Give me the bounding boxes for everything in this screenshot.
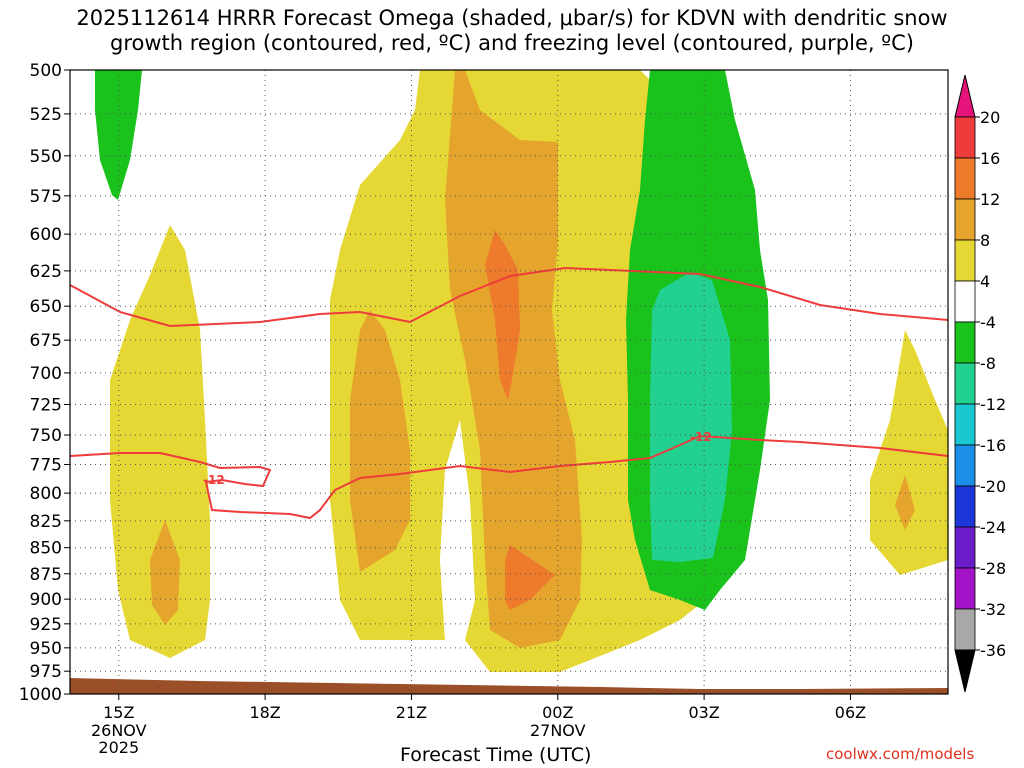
- title-line-1: 2025112614 HRRR Forecast Omega (shaded, …: [76, 6, 948, 30]
- dgz-contour-upper: [70, 266, 948, 328]
- colorbar-label-3: 8: [980, 231, 990, 250]
- colorbar-label-8: -16: [980, 436, 1006, 455]
- x-tick-label-15Z: 15Z: [103, 703, 134, 722]
- colorbar-band-1: [954, 157, 976, 200]
- y-tick-label-825: 825: [30, 512, 62, 532]
- contour-label-2: -12: [690, 430, 712, 444]
- x-tick-label-18Z: 18Z: [249, 703, 280, 722]
- y-tick-label-500: 500: [30, 61, 62, 81]
- colorbar-band-5: [954, 321, 976, 364]
- colorbar-label-2: 12: [980, 190, 1000, 209]
- colorbar-label-13: -36: [980, 641, 1006, 660]
- colorbar-label-5: -4: [980, 313, 996, 332]
- omega-shade-darkorange-2: [505, 545, 555, 610]
- x-tick-sublabel-00Z-0: 27NOV: [530, 721, 586, 740]
- x-tick-label-21Z: 21Z: [396, 703, 427, 722]
- x-tick-sublabel-15Z-1: 2025: [98, 738, 139, 757]
- y-tick-label-900: 900: [30, 590, 62, 610]
- y-tick-label-550: 550: [30, 147, 62, 167]
- colorbar: 20 16 12 8 4 -4 -8 -12 -16 -20 -24 -28 -32 -36: [954, 74, 1006, 693]
- colorbar-label-12: -32: [980, 600, 1006, 619]
- omega-shade-white-gap: [440, 420, 475, 640]
- y-tick-label-700: 700: [30, 364, 62, 384]
- y-tick-label-800: 800: [30, 484, 62, 504]
- y-tick-label-750: 750: [30, 426, 62, 446]
- terrain-fill: [70, 678, 948, 694]
- y-tick-label-675: 675: [30, 331, 62, 351]
- colorbar-label-0: 20: [980, 108, 1000, 127]
- y-tick-label-600: 600: [30, 225, 62, 245]
- y-tick-label-525: 525: [30, 105, 62, 125]
- colorbar-band-10: [954, 526, 976, 569]
- grid-lines: [70, 70, 948, 694]
- colorbar-band-4: [954, 280, 976, 323]
- colorbar-label-4: 4: [980, 272, 990, 291]
- colorbar-label-6: -8: [980, 354, 996, 373]
- colorbar-top-triangle: [954, 74, 976, 118]
- colorbar-band-12: [954, 608, 976, 651]
- x-tick-label-06Z: 06Z: [835, 703, 866, 722]
- colorbar-band-3: [954, 239, 976, 282]
- colorbar-label-7: -12: [980, 395, 1006, 414]
- colorbar-band-11: [954, 567, 976, 610]
- colorbar-label-11: -28: [980, 559, 1006, 578]
- colorbar-band-0: [954, 116, 976, 159]
- colorbar-band-2: [954, 198, 976, 241]
- contour-label-1: -12: [203, 473, 225, 487]
- y-tick-label-950: 950: [30, 639, 62, 659]
- colorbar-band-9: [954, 485, 976, 528]
- x-tick-label-03Z: 03Z: [688, 703, 719, 722]
- omega-shade-yellow-3: [870, 330, 948, 575]
- y-tick-label-650: 650: [30, 297, 62, 317]
- x-axis-title: Forecast Time (UTC): [400, 744, 592, 766]
- y-axis: 500 525 550 575 600 625 650 675 700 725 750 775 800 8…: [19, 61, 70, 705]
- chart-title: 2025112614 HRRR Forecast Omega (shaded, …: [0, 6, 1024, 56]
- y-tick-label-625: 625: [30, 262, 62, 282]
- colorbar-label-10: -24: [980, 518, 1006, 537]
- plot-area: [70, 70, 948, 694]
- colorbar-band-8: [954, 444, 976, 487]
- omega-shade-orange-2: [350, 310, 410, 572]
- credit-link[interactable]: coolwx.com/models: [826, 745, 975, 763]
- y-tick-label-875: 875: [30, 565, 62, 585]
- plot-frame: [69, 69, 949, 695]
- omega-shade-orange-1: [150, 520, 180, 625]
- y-tick-label-850: 850: [30, 539, 62, 559]
- colorbar-label-1: 16: [980, 149, 1000, 168]
- colorbar-band-6: [954, 362, 976, 405]
- y-tick-label-925: 925: [30, 615, 62, 635]
- omega-shade-teal-1: [650, 272, 732, 562]
- y-tick-label-775: 775: [30, 456, 62, 476]
- x-tick-sublabel-15Z-0: 26NOV: [91, 721, 147, 740]
- omega-shade-orange-4: [895, 475, 915, 530]
- dgz-contour-lower: [70, 434, 948, 520]
- colorbar-band-7: [954, 403, 976, 446]
- y-tick-label-725: 725: [30, 395, 62, 415]
- colorbar-bottom-triangle: [954, 649, 976, 693]
- omega-shade-yellow-1: [110, 225, 210, 658]
- colorbar-label-9: -20: [980, 477, 1006, 496]
- title-line-2: growth region (contoured, red, ºC) and f…: [110, 31, 914, 55]
- y-tick-label-1000: 1000: [19, 685, 62, 705]
- y-tick-label-975: 975: [30, 662, 62, 682]
- x-tick-label-00Z: 00Z: [542, 703, 573, 722]
- y-tick-label-575: 575: [30, 187, 62, 207]
- omega-shade-darkorange-1: [485, 230, 520, 400]
